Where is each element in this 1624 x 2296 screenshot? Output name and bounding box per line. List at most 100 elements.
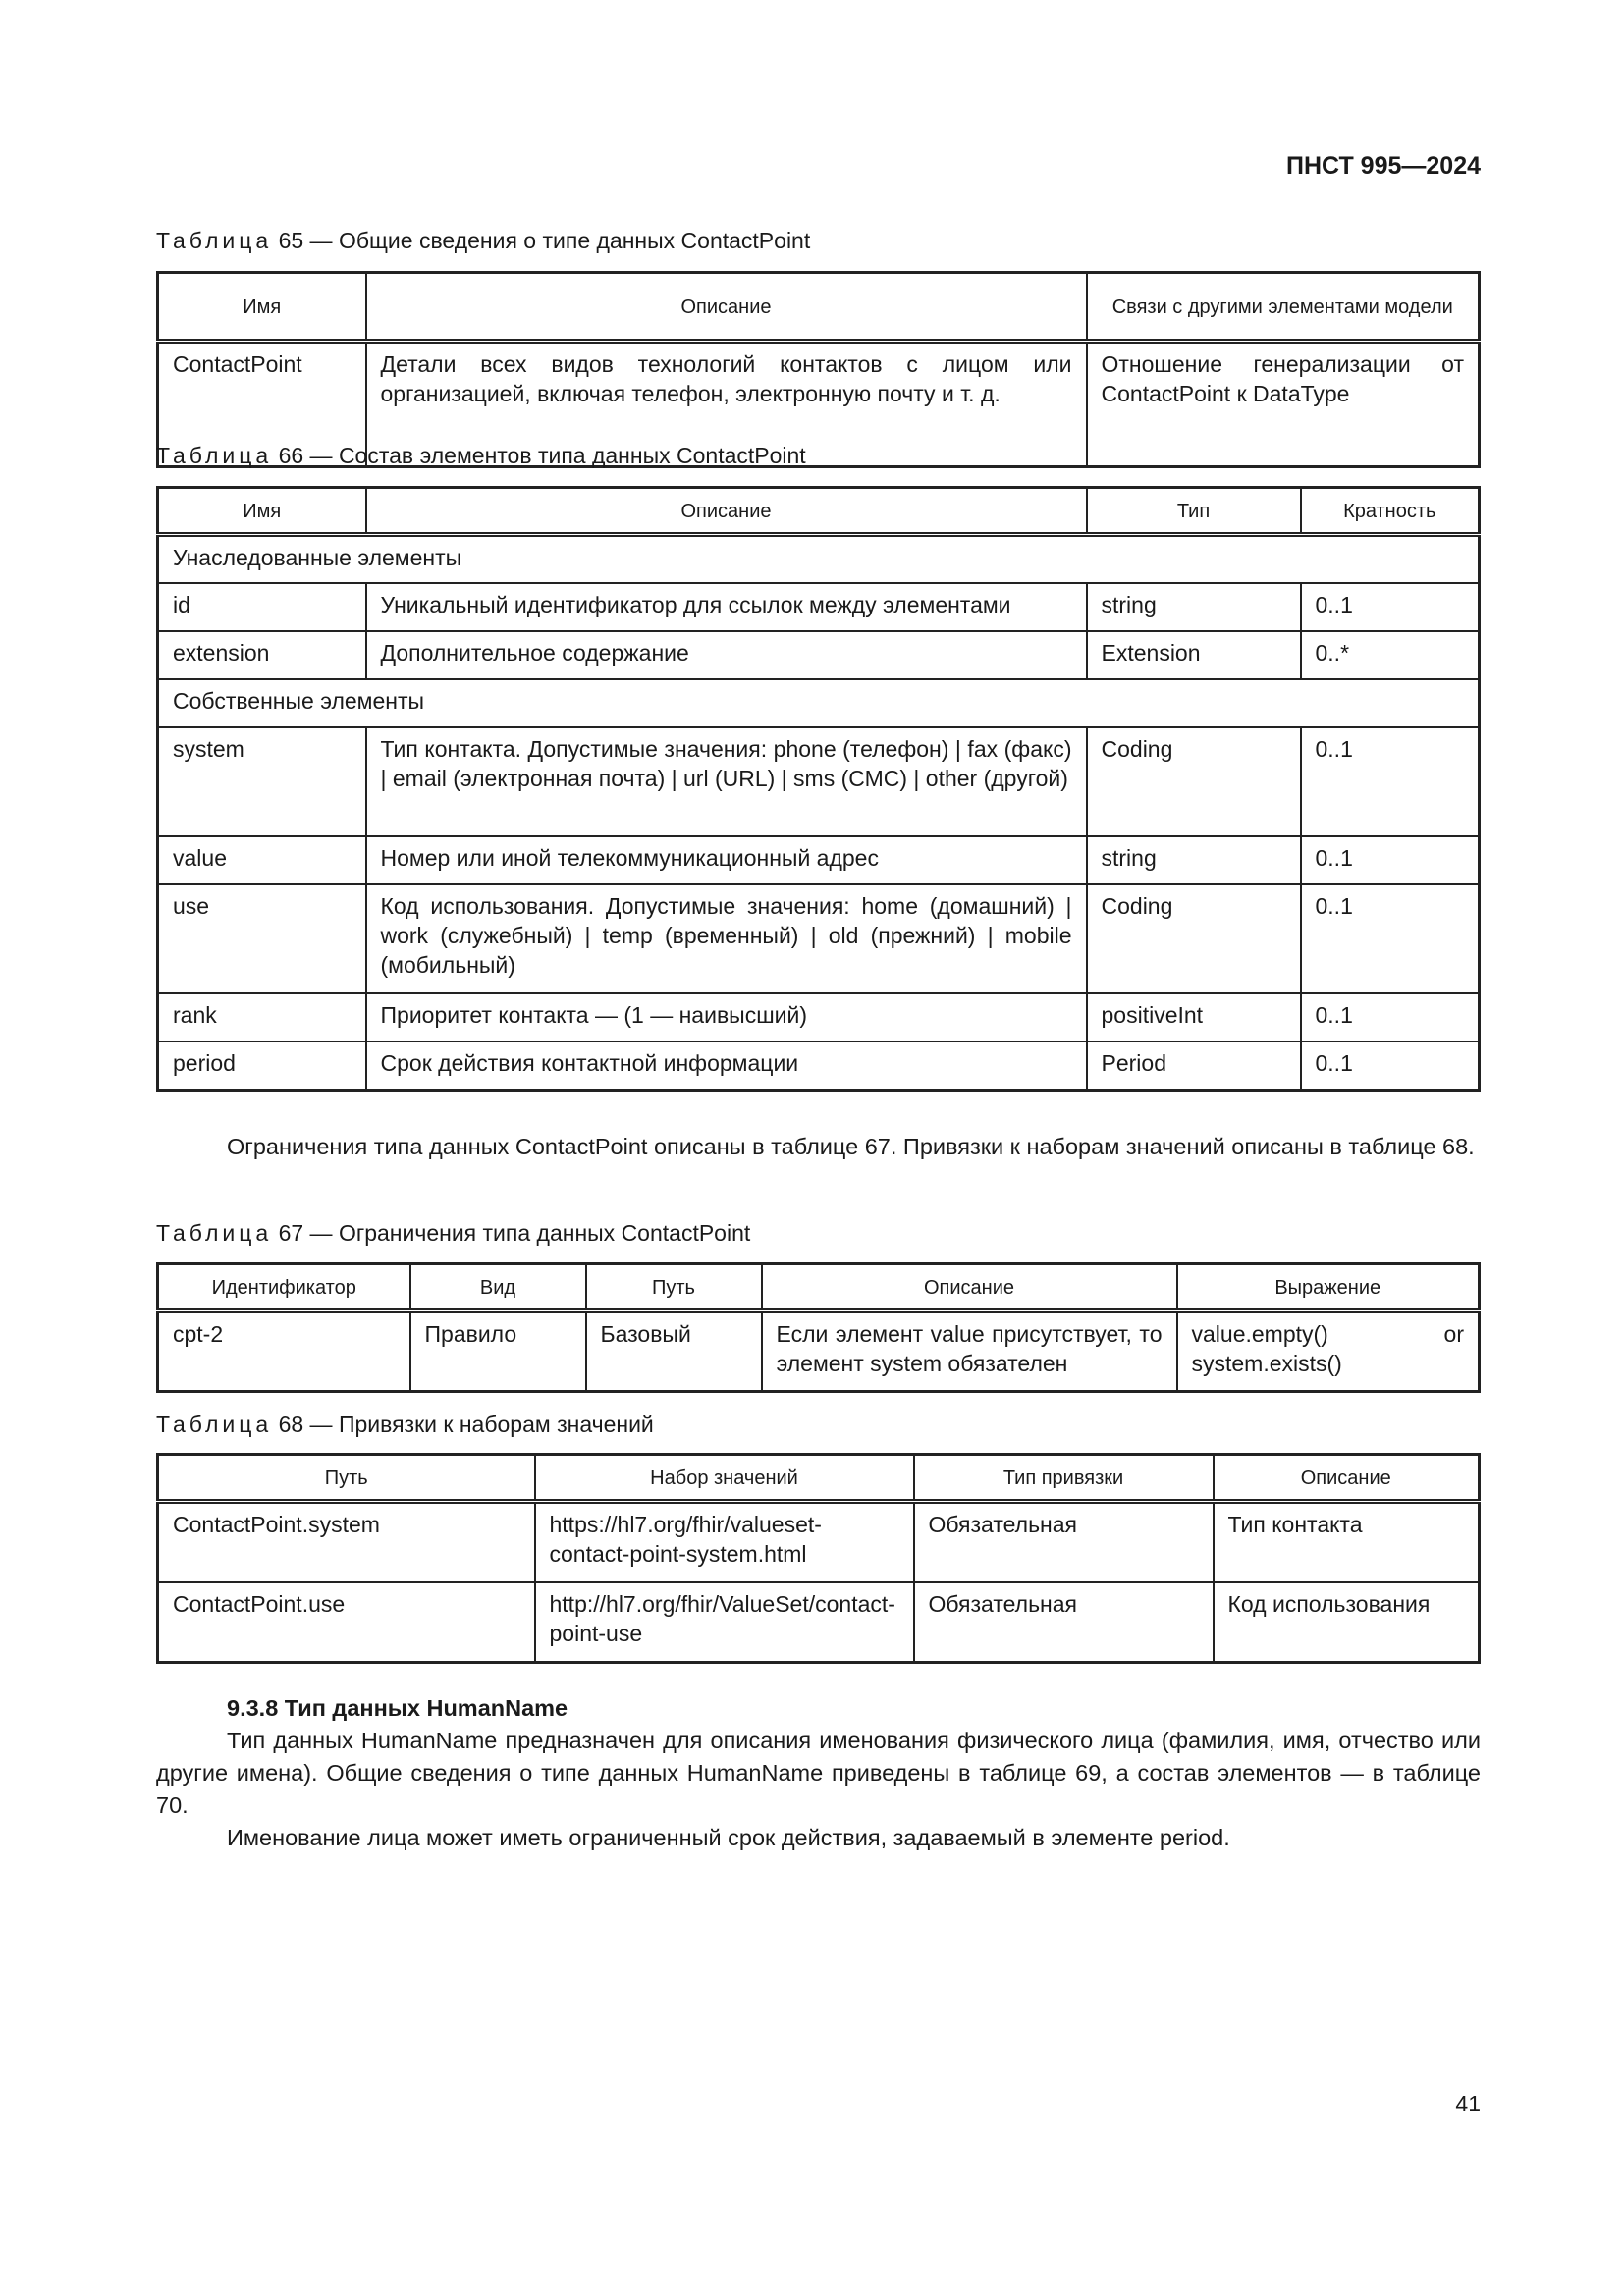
caption-prefix: Таблица <box>156 228 273 253</box>
table-66-caption: Таблица 66 — Состав элементов типа данны… <box>156 443 806 469</box>
column-header: Имя <box>156 271 367 344</box>
document-number: ПНСТ 995—2024 <box>1286 152 1481 180</box>
column-header: Имя <box>156 486 367 537</box>
table-cell: 0..* <box>1299 629 1481 680</box>
table-68: Путь Набор значений Тип привязки Описание Co… <box>156 1453 1481 1664</box>
section-heading: 9.3.8 Тип данных HumanName <box>227 1695 568 1721</box>
table-row: rank Приоритет контакта — (1 — наивысший)… <box>156 991 1481 1042</box>
table-row: cpt-2 Правило Базовый Если элемент value пр… <box>156 1309 1481 1393</box>
column-header: Идентификатор <box>156 1262 411 1313</box>
caption-prefix: Таблица <box>156 443 273 468</box>
table-cell: Номер или иной телекоммуникационный адре… <box>364 834 1088 885</box>
table-cell: Срок действия контактной информации <box>364 1040 1088 1092</box>
table-row: id Уникальный идентификатор для ссылок ме… <box>156 581 1481 632</box>
table-row: use Код использования. Допустимые значени… <box>156 882 1481 994</box>
table-cell: Extension <box>1085 629 1302 680</box>
group-row: Унаследованные элементы <box>156 533 1481 584</box>
caption-text: 67 — Ограничения типа данных ContactPoin… <box>272 1220 751 1246</box>
table-cell: http://hl7.org/fhir/ValueSet/contact-poi… <box>533 1580 915 1664</box>
table-67: Идентификатор Вид Путь Описание Выражение cpt… <box>156 1262 1481 1393</box>
column-header: Вид <box>408 1262 587 1313</box>
table-67-caption: Таблица 67 — Ограничения типа данных Con… <box>156 1220 750 1247</box>
table-row: period Срок действия контактной информаци… <box>156 1040 1481 1092</box>
table-cell: Детали всех видов технологий контактов с… <box>364 340 1088 468</box>
table-row: extension Дополнительное содержание Extens… <box>156 629 1481 680</box>
table-cell: Обязательная <box>912 1580 1215 1664</box>
caption-prefix: Таблица <box>156 1412 273 1437</box>
group-label: Унаследованные элементы <box>156 533 1481 584</box>
table-cell: 0..1 <box>1299 991 1481 1042</box>
table-cell: ContactPoint.system <box>156 1500 536 1583</box>
table-row: system Тип контакта. Допустимые значения:… <box>156 725 1481 837</box>
header-row: Имя Описание Связи с другими элементами мо… <box>156 271 1481 344</box>
table-cell: Обязательная <box>912 1500 1215 1583</box>
caption-text: 66 — Состав элементов типа данных Contac… <box>272 443 806 468</box>
column-header: Путь <box>584 1262 763 1313</box>
table-cell: 0..1 <box>1299 1040 1481 1092</box>
column-header: Описание <box>364 271 1088 344</box>
table-cell: Если элемент value присутствует, то элем… <box>760 1309 1178 1393</box>
section-paragraph: Тип данных HumanName предназначен для оп… <box>156 1728 1481 1818</box>
table-cell: ContactPoint <box>156 340 367 468</box>
table-cell: Приоритет контакта — (1 — наивысший) <box>364 991 1088 1042</box>
table-cell: extension <box>156 629 367 680</box>
caption-text: 65 — Общие сведения о типе данных Contac… <box>272 228 811 253</box>
table-cell: Базовый <box>584 1309 763 1393</box>
section-paragraph: Именование лица может иметь ограниченный… <box>227 1825 1230 1850</box>
table-cell: ContactPoint.use <box>156 1580 536 1664</box>
table-row: ContactPoint Детали всех видов технологий… <box>156 340 1481 468</box>
table-cell: Правило <box>408 1309 587 1393</box>
table-cell: period <box>156 1040 367 1092</box>
table-68-caption: Таблица 68 — Привязки к наборам значений <box>156 1412 654 1438</box>
table-cell: Coding <box>1085 882 1302 994</box>
table-cell: Уникальный идентификатор для ссылок межд… <box>364 581 1088 632</box>
table-cell: value <box>156 834 367 885</box>
column-header: Выражение <box>1175 1262 1481 1313</box>
group-label: Собственные элементы <box>156 677 1481 728</box>
table-66: Имя Описание Тип Кратность Унаследованные эл… <box>156 486 1481 1092</box>
caption-text: 68 — Привязки к наборам значений <box>272 1412 654 1437</box>
table-cell: Код использования <box>1212 1580 1481 1664</box>
page-number: 41 <box>1455 2091 1481 2116</box>
table-row: ContactPoint.system https://hl7.org/fhir/… <box>156 1500 1481 1583</box>
table-cell: Код использования. Допустимые значения: … <box>364 882 1088 994</box>
table-cell: Отношение генерализации от ContactPoint … <box>1085 340 1481 468</box>
table-cell: Дополнительное содержание <box>364 629 1088 680</box>
table-cell: Тип контакта. Допустимые значения: phone… <box>364 725 1088 837</box>
group-row: Собственные элементы <box>156 677 1481 728</box>
table-cell: https://hl7.org/fhir/valueset-contact-po… <box>533 1500 915 1583</box>
column-header: Тип привязки <box>912 1453 1215 1504</box>
column-header: Кратность <box>1299 486 1481 537</box>
table-cell: 0..1 <box>1299 834 1481 885</box>
table-cell: value.empty() or system.exists() <box>1175 1309 1481 1393</box>
header-row: Имя Описание Тип Кратность <box>156 486 1481 537</box>
table-cell: 0..1 <box>1299 725 1481 837</box>
table-65: Имя Описание Связи с другими элементами мо… <box>156 271 1481 468</box>
table-cell: system <box>156 725 367 837</box>
table-65-caption: Таблица 65 — Общие сведения о типе данны… <box>156 228 810 254</box>
table-cell: 0..1 <box>1299 581 1481 632</box>
column-header: Путь <box>156 1453 536 1504</box>
table-cell: use <box>156 882 367 994</box>
table-cell: id <box>156 581 367 632</box>
table-row: value Номер или иной телекоммуникационный… <box>156 834 1481 885</box>
table-cell: Coding <box>1085 725 1302 837</box>
table-cell: 0..1 <box>1299 882 1481 994</box>
table-cell: cpt-2 <box>156 1309 411 1393</box>
table-cell: string <box>1085 581 1302 632</box>
column-header: Описание <box>1212 1453 1481 1504</box>
column-header: Связи с другими элементами модели <box>1085 271 1481 344</box>
table-cell: positiveInt <box>1085 991 1302 1042</box>
table-cell: Period <box>1085 1040 1302 1092</box>
column-header: Описание <box>760 1262 1178 1313</box>
column-header: Тип <box>1085 486 1302 537</box>
header-row: Идентификатор Вид Путь Описание Выражение <box>156 1262 1481 1313</box>
paragraph-tables-reference: Ограничения типа данных ContactPoint опи… <box>227 1134 1475 1159</box>
table-cell: Тип контакта <box>1212 1500 1481 1583</box>
table-cell: rank <box>156 991 367 1042</box>
column-header: Набор значений <box>533 1453 915 1504</box>
table-row: ContactPoint.use http://hl7.org/fhir/Valu… <box>156 1580 1481 1664</box>
table-cell: string <box>1085 834 1302 885</box>
caption-prefix: Таблица <box>156 1220 273 1246</box>
header-row: Путь Набор значений Тип привязки Описание <box>156 1453 1481 1504</box>
